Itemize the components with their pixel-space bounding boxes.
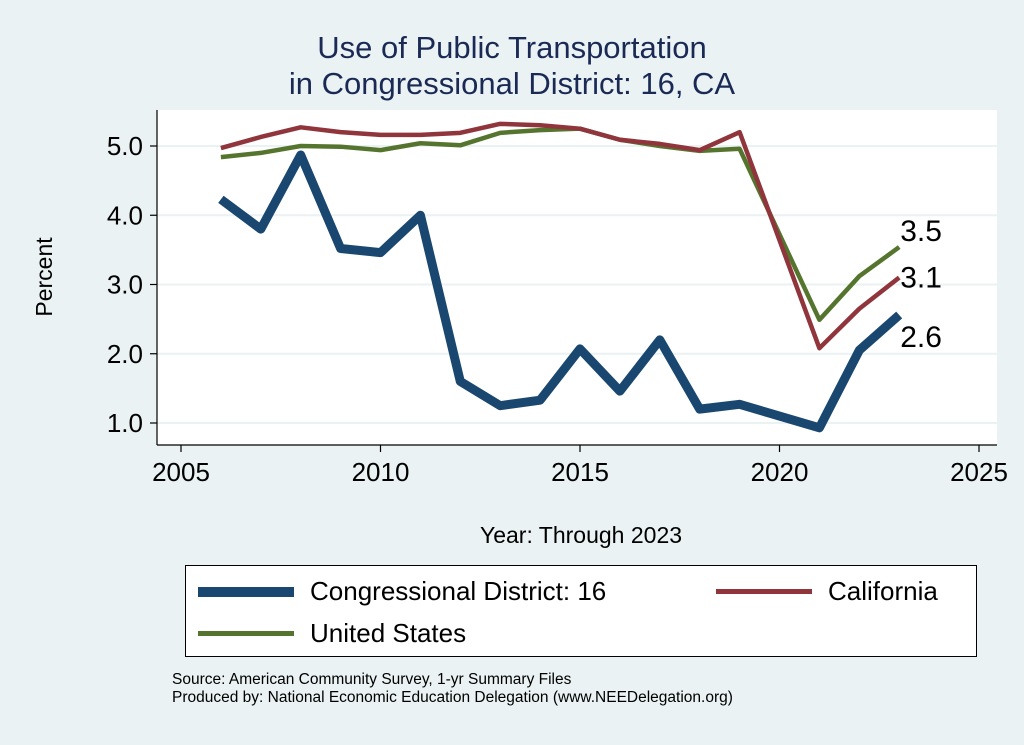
legend-swatch: [716, 589, 812, 594]
legend-item-district: Congressional District: 16: [198, 576, 606, 607]
producer-note: Produced by: National Economic Education…: [172, 689, 733, 706]
california-line: [220, 121, 901, 351]
legend-label: United States: [310, 618, 467, 648]
legend-item-california: California: [716, 576, 938, 607]
legend-label: Congressional District: 16: [310, 576, 607, 606]
x-tick-label: 2025: [950, 457, 1008, 487]
y-axis-label: Percent: [31, 237, 57, 317]
x-tick-label: 2005: [152, 457, 210, 487]
end-label: 3.1: [900, 262, 942, 295]
y-tick-label: 4.0: [107, 200, 143, 230]
chart-subtitle: in Congressional District: 16, CA: [288, 66, 736, 101]
end-label: 3.5: [900, 215, 942, 248]
chart-title: Use of Public Transportation: [317, 30, 707, 65]
legend: Congressional District: 16 California Un…: [185, 565, 977, 657]
y-tick-label: 5.0: [107, 131, 143, 161]
end-label: 2.6: [900, 321, 942, 354]
legend-item-us: United States: [198, 618, 466, 649]
legend-label: California: [828, 576, 938, 606]
legend-swatch: [198, 586, 294, 597]
y-tick-label: 2.0: [107, 339, 143, 369]
plot-background: [157, 110, 997, 445]
x-tick-label: 2010: [352, 457, 410, 487]
source-note: Source: American Community Survey, 1-yr …: [172, 671, 572, 688]
x-tick-label: 2020: [751, 457, 809, 487]
legend-swatch: [198, 631, 294, 636]
y-tick-label: 3.0: [107, 270, 143, 300]
x-axis-label: Year: Through 2023: [480, 522, 682, 548]
x-tick-label: 2015: [551, 457, 609, 487]
y-tick-label: 1.0: [107, 408, 143, 438]
district-line: [218, 150, 903, 433]
